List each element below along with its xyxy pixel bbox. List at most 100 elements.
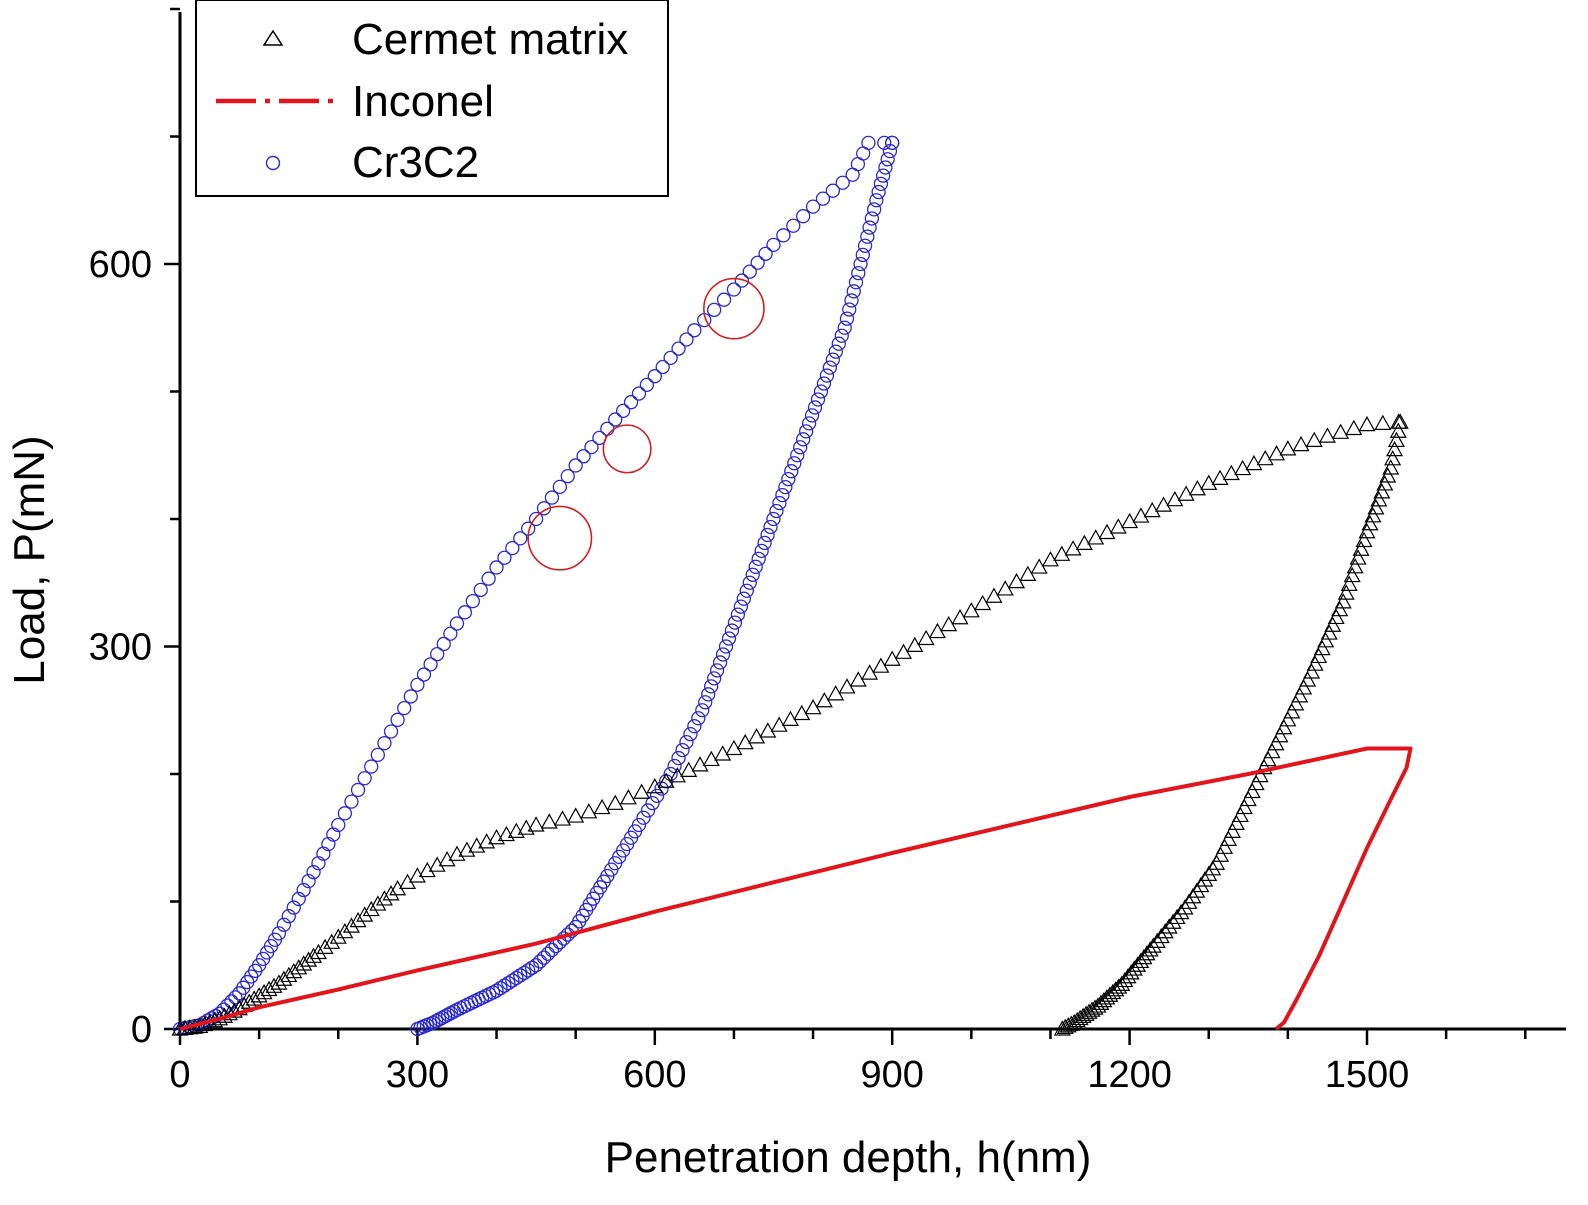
data-point [691,711,706,726]
data-point [851,265,866,281]
data-point [584,439,599,455]
data-point [513,531,528,546]
data-point [449,616,465,631]
data-point [1299,671,1317,687]
data-point [668,767,686,783]
data-point [770,716,788,732]
data-point [540,813,558,829]
data-point [736,591,751,606]
x-tick-labels: 0 300 600 900 1200 1500 [169,1054,1409,1096]
legend-marker-cr3c2 [265,155,281,171]
data-point [1113,975,1131,991]
x-tick-label: 300 [386,1054,449,1096]
data-point [1345,419,1363,436]
data-point [1318,427,1336,443]
data-point [675,742,690,758]
data-point [793,440,808,455]
data-point [291,891,306,907]
data-point [1245,454,1263,471]
data-point [721,631,737,646]
data-point [760,527,775,543]
data-point [862,220,877,235]
data-point [390,712,405,727]
data-point [869,193,884,208]
data-point [580,803,598,819]
data-point [727,615,743,630]
data-point [671,750,686,766]
data-point [225,1002,243,1018]
data-point [649,788,665,804]
data-point [1116,971,1134,988]
data-point [286,900,301,915]
data-point [702,750,720,767]
data-point [465,593,480,609]
data-point [1172,903,1190,920]
data-point [1092,994,1110,1010]
y-tick-label: 300 [89,627,152,669]
data-point [751,551,766,566]
data-point [1053,545,1071,561]
data-point [796,209,811,224]
data-point [1101,986,1119,1002]
data-point [1075,534,1093,551]
data-point [349,911,367,928]
data-point [1267,734,1285,751]
data-point [1104,983,1122,1000]
data-point [275,970,293,986]
data-point [1107,981,1125,997]
data-point [769,503,784,519]
data-point [725,739,743,756]
data-point [763,519,778,535]
series-line [179,746,1413,1031]
y-tick-label: 0 [131,1009,152,1051]
x-tick-label: 600 [623,1054,686,1096]
data-point [326,827,341,842]
data-point [271,926,287,941]
data-point [481,571,496,586]
data-point [855,247,870,263]
data-point [784,464,799,479]
data-point [805,199,821,214]
data-point [1200,474,1218,490]
data-point [606,794,624,810]
data-point [1087,529,1105,545]
data-point [290,959,308,975]
data-point [790,448,805,463]
data-point [305,947,323,963]
data-point [323,933,341,949]
data-point [1355,531,1373,548]
data-point [1135,948,1153,965]
data-point [505,540,520,556]
data-point [1374,414,1392,430]
data-point [331,817,346,833]
data-point [880,152,895,167]
data-point [430,647,445,662]
data-point [321,836,336,852]
series-cr3c2 [172,135,900,1037]
data-point [1292,435,1310,452]
data-point [410,1021,425,1037]
data-point [1222,464,1240,481]
data-point [736,733,754,750]
data-point [544,490,560,505]
data-point [276,917,292,932]
data-point [786,218,801,233]
data-point [1283,703,1301,719]
data-point [745,567,760,582]
data-point [853,256,868,272]
data-point [778,479,793,495]
data-point [311,856,326,871]
data-point [403,689,418,704]
data-point [1156,923,1174,939]
data-point [1239,790,1257,807]
data-point [1148,932,1166,948]
data-point [1343,566,1361,583]
data-point [1077,1005,1095,1021]
data-point [1041,551,1059,567]
data-point [876,168,891,183]
data-point [1231,806,1249,823]
data-point [842,302,857,317]
data-point [715,647,731,662]
data-point [683,727,698,742]
data-point [1352,540,1370,556]
